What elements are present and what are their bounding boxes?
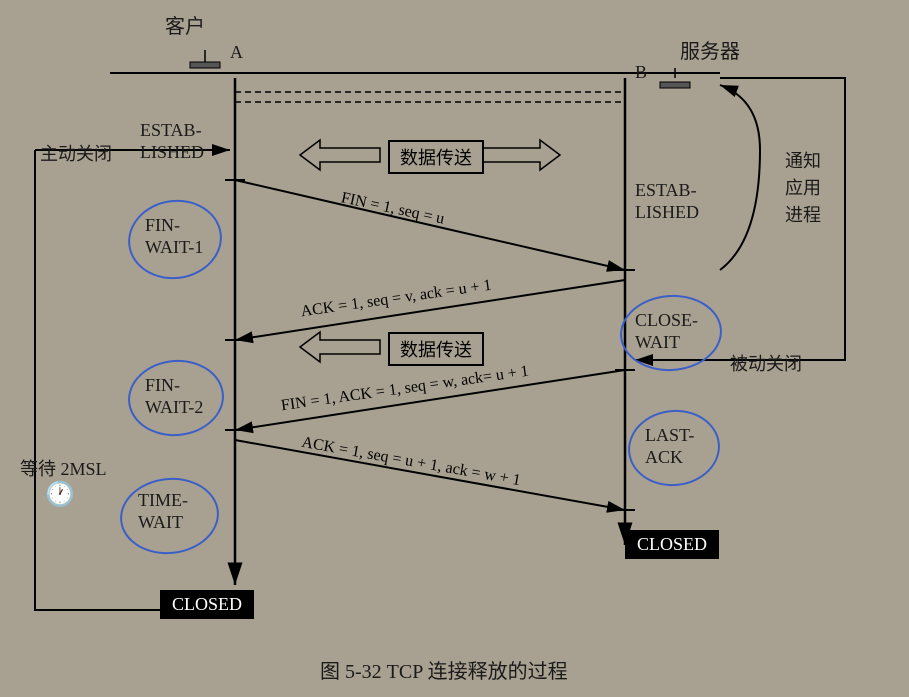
- passive-close-label: 被动关闭: [730, 350, 802, 376]
- data-transfer-mid: 数据传送: [388, 332, 484, 366]
- closed-client: CLOSED: [160, 590, 254, 619]
- endpoint-a: A: [230, 42, 243, 63]
- state-established-server: ESTAB- LISHED: [635, 180, 699, 223]
- data-transfer-top: 数据传送: [388, 140, 484, 174]
- state-established-client: ESTAB- LISHED: [140, 120, 204, 163]
- endpoint-b: B: [635, 62, 647, 83]
- wait-2msl-label: 等待 2MSL: [20, 455, 107, 481]
- client-label: 客户: [165, 10, 205, 39]
- active-close-label: 主动关闭: [40, 140, 112, 166]
- server-label: 服务器: [680, 35, 740, 64]
- clock-icon: 🕐: [45, 480, 75, 509]
- closed-server: CLOSED: [625, 530, 719, 559]
- notify-app-label: 通知 应用 进程: [785, 148, 821, 229]
- figure-title: 图 5-32 TCP 连接释放的过程: [320, 655, 568, 684]
